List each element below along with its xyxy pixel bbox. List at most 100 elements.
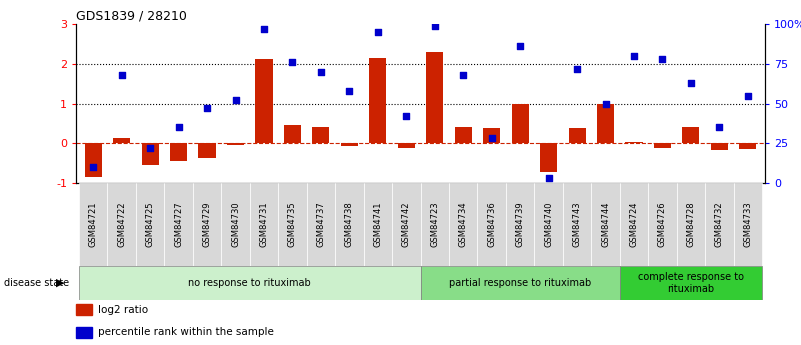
Bar <box>364 183 392 266</box>
Bar <box>256 59 272 143</box>
Text: GSM84737: GSM84737 <box>316 201 325 247</box>
Text: GSM84739: GSM84739 <box>516 201 525 247</box>
Bar <box>79 266 421 300</box>
Bar <box>620 266 762 300</box>
Text: no response to rituximab: no response to rituximab <box>188 278 311 288</box>
Point <box>229 98 242 103</box>
Point <box>372 29 384 35</box>
Text: GSM84734: GSM84734 <box>459 201 468 247</box>
Bar <box>569 128 586 143</box>
Text: GSM84731: GSM84731 <box>260 201 268 247</box>
Text: GSM84730: GSM84730 <box>231 201 240 247</box>
Text: GSM84724: GSM84724 <box>630 201 638 247</box>
Text: GSM84743: GSM84743 <box>573 201 582 247</box>
Bar <box>221 183 250 266</box>
Text: GSM84725: GSM84725 <box>146 201 155 247</box>
Bar <box>455 127 472 143</box>
Text: GSM84722: GSM84722 <box>117 201 126 247</box>
Bar <box>563 183 591 266</box>
Bar <box>648 183 677 266</box>
Bar <box>164 183 193 266</box>
Bar <box>142 143 159 165</box>
Bar <box>392 183 421 266</box>
Text: GSM84732: GSM84732 <box>715 201 724 247</box>
Point <box>685 80 698 86</box>
Bar <box>597 104 614 143</box>
Point <box>115 72 128 78</box>
Bar <box>335 183 364 266</box>
Point <box>87 164 99 170</box>
Bar <box>250 183 278 266</box>
Bar <box>477 183 506 266</box>
Bar <box>193 183 221 266</box>
Bar <box>654 143 671 148</box>
Bar <box>312 127 329 143</box>
Bar <box>682 127 699 143</box>
Point <box>258 26 271 32</box>
Text: GSM84744: GSM84744 <box>601 201 610 247</box>
Bar <box>540 143 557 172</box>
Bar <box>710 143 728 150</box>
Bar <box>512 104 529 143</box>
Text: percentile rank within the sample: percentile rank within the sample <box>98 327 274 337</box>
Text: GSM84726: GSM84726 <box>658 201 667 247</box>
Point <box>172 125 185 130</box>
Bar <box>734 183 762 266</box>
Text: GSM84742: GSM84742 <box>402 201 411 247</box>
Text: GSM84738: GSM84738 <box>345 201 354 247</box>
Text: GSM84740: GSM84740 <box>544 201 553 247</box>
Point <box>200 106 213 111</box>
Point <box>628 53 641 59</box>
Text: GSM84728: GSM84728 <box>686 201 695 247</box>
Point <box>542 175 555 181</box>
Bar <box>449 183 477 266</box>
Bar <box>626 142 642 143</box>
Bar <box>227 143 244 145</box>
Text: GDS1839 / 28210: GDS1839 / 28210 <box>76 10 187 23</box>
Bar <box>421 266 620 300</box>
Bar <box>483 128 501 143</box>
Point <box>315 69 328 75</box>
Text: GSM84735: GSM84735 <box>288 201 297 247</box>
Text: ▶: ▶ <box>56 278 65 288</box>
Bar <box>136 183 164 266</box>
Bar <box>426 52 443 143</box>
Point <box>457 72 469 78</box>
Bar <box>421 183 449 266</box>
Bar <box>113 138 131 143</box>
Point <box>599 101 612 106</box>
Bar <box>620 183 648 266</box>
Bar <box>85 143 102 177</box>
Bar <box>284 125 301 143</box>
Text: GSM84723: GSM84723 <box>430 201 439 247</box>
Bar <box>170 143 187 161</box>
Bar <box>398 143 415 148</box>
Point <box>429 23 441 29</box>
Bar <box>79 183 107 266</box>
Bar <box>705 183 734 266</box>
Point <box>400 114 413 119</box>
Bar <box>307 183 335 266</box>
Point <box>343 88 356 93</box>
Text: GSM84721: GSM84721 <box>89 201 98 247</box>
Point <box>713 125 726 130</box>
Bar <box>534 183 563 266</box>
Text: complete response to
rituximab: complete response to rituximab <box>638 272 744 294</box>
Bar <box>107 183 136 266</box>
Bar <box>278 183 307 266</box>
Point <box>513 43 526 49</box>
Bar <box>340 143 358 146</box>
Point <box>286 59 299 65</box>
Text: GSM84741: GSM84741 <box>373 201 382 247</box>
Bar <box>199 143 215 158</box>
Text: GSM84729: GSM84729 <box>203 201 211 247</box>
Point <box>742 93 755 98</box>
Point <box>656 56 669 62</box>
Point <box>143 145 156 151</box>
Text: GSM84733: GSM84733 <box>743 201 752 247</box>
Point <box>570 66 583 71</box>
Text: GSM84736: GSM84736 <box>487 201 496 247</box>
Bar <box>591 183 620 266</box>
Bar <box>677 183 705 266</box>
Text: log2 ratio: log2 ratio <box>98 305 148 315</box>
